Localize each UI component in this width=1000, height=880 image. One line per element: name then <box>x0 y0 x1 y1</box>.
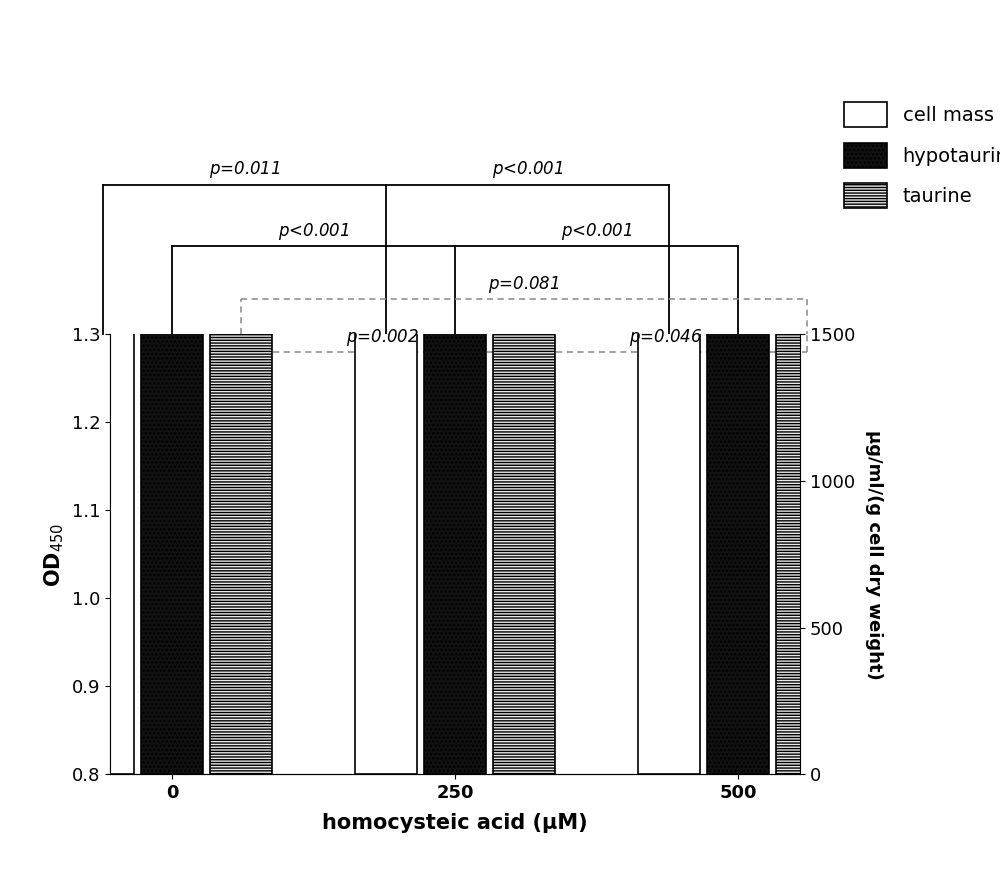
Bar <box>210 0 272 774</box>
Y-axis label: μg/ml/(g cell dry weight): μg/ml/(g cell dry weight) <box>865 429 883 679</box>
Legend: cell mass, hypotaurine, taurine: cell mass, hypotaurine, taurine <box>844 102 1000 209</box>
Text: $p$=0.011: $p$=0.011 <box>209 159 280 180</box>
Y-axis label: OD$_{450}$: OD$_{450}$ <box>42 522 66 587</box>
Bar <box>424 0 486 774</box>
Bar <box>707 13 769 774</box>
Text: $p$<0.001: $p$<0.001 <box>278 221 349 242</box>
X-axis label: homocysteic acid (μM): homocysteic acid (μM) <box>322 813 588 833</box>
Bar <box>72 0 134 774</box>
Bar <box>141 0 203 774</box>
Text: $p$=0.046: $p$=0.046 <box>629 326 702 348</box>
Bar <box>776 0 838 774</box>
Text: $p$=0.002: $p$=0.002 <box>346 326 419 348</box>
Bar <box>355 0 417 774</box>
Bar <box>493 0 555 774</box>
Text: $p$=0.081: $p$=0.081 <box>488 274 560 295</box>
Text: $p$<0.001: $p$<0.001 <box>492 159 563 180</box>
Bar <box>638 0 700 774</box>
Text: $p$<0.001: $p$<0.001 <box>561 221 632 242</box>
